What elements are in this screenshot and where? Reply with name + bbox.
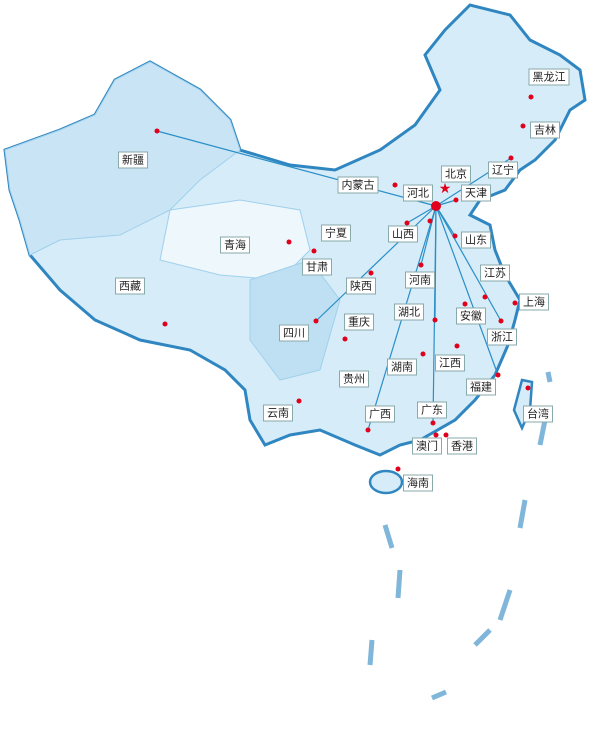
province-label[interactable]: 四川 (279, 324, 309, 342)
province-label[interactable]: 河南 (405, 271, 435, 289)
city-dot (154, 128, 160, 134)
province-label[interactable]: 湖北 (394, 303, 424, 321)
city-dot (162, 321, 168, 327)
city-dot (427, 218, 433, 224)
province-label[interactable]: 甘肃 (302, 258, 332, 276)
city-dot (420, 351, 426, 357)
city-dot (508, 155, 514, 161)
city-dot (525, 385, 531, 391)
south-sea-dashes (367, 371, 553, 701)
city-dot (392, 182, 398, 188)
province-label[interactable]: 西藏 (115, 277, 145, 295)
province-label[interactable]: 河北 (403, 184, 433, 202)
city-dot (418, 262, 424, 268)
province-label[interactable]: 安徽 (456, 307, 486, 325)
connector-line (156, 130, 437, 207)
connector-line (435, 205, 499, 376)
province-label[interactable]: 辽宁 (488, 161, 518, 179)
star-icon: ★ (439, 181, 452, 197)
city-dot (296, 398, 302, 404)
province-label[interactable]: 黑龙江 (528, 68, 570, 86)
province-label[interactable]: 新疆 (118, 151, 148, 169)
city-dot (311, 248, 317, 254)
city-dot (495, 372, 501, 378)
city-dot (365, 427, 371, 433)
province-label[interactable]: 江苏 (480, 264, 510, 282)
city-dot (433, 432, 439, 438)
province-label[interactable]: 香港 (447, 437, 477, 455)
city-dot (512, 300, 518, 306)
city-dot (453, 197, 459, 203)
connector-line (435, 205, 502, 322)
province-label[interactable]: 北京 (441, 165, 471, 183)
province-label[interactable]: 山西 (388, 225, 418, 243)
city-dot (395, 466, 401, 472)
city-dot (313, 318, 319, 324)
province-label[interactable]: 江西 (435, 354, 465, 372)
province-label[interactable]: 山东 (461, 231, 491, 249)
province-label[interactable]: 浙江 (487, 328, 517, 346)
province-label[interactable]: 内蒙古 (337, 176, 379, 194)
province-label[interactable]: 天津 (461, 184, 491, 202)
province-label[interactable]: 贵州 (339, 370, 369, 388)
province-label[interactable]: 海南 (403, 474, 433, 492)
province-label[interactable]: 广西 (365, 405, 395, 423)
province-label[interactable]: 吉林 (530, 121, 560, 139)
province-label[interactable]: 重庆 (344, 313, 374, 331)
city-dot (520, 123, 526, 129)
city-dot (368, 270, 374, 276)
hub-dot (431, 201, 441, 211)
province-label[interactable]: 广东 (417, 401, 447, 419)
province-label[interactable]: 湖南 (387, 358, 417, 376)
hainan-island (368, 469, 404, 495)
city-dot (404, 220, 410, 226)
city-dot (432, 317, 438, 323)
city-dot (443, 432, 449, 438)
city-dot (528, 94, 534, 100)
province-label[interactable]: 陕西 (346, 277, 376, 295)
province-label[interactable]: 台湾 (523, 405, 553, 423)
connector-line (432, 205, 437, 424)
city-dot (342, 336, 348, 342)
city-dot (286, 239, 292, 245)
city-dot (462, 301, 468, 307)
connector-line (406, 205, 437, 224)
city-dot (498, 318, 504, 324)
city-dot (452, 233, 458, 239)
city-dot (430, 420, 436, 426)
province-label[interactable]: 青海 (220, 236, 250, 254)
province-label[interactable]: 云南 (263, 404, 293, 422)
province-label[interactable]: 福建 (466, 378, 496, 396)
province-label[interactable]: 宁夏 (321, 224, 351, 242)
city-dot (454, 343, 460, 349)
city-dot (482, 294, 488, 300)
province-label[interactable]: 澳门 (412, 437, 442, 455)
connector-line (315, 205, 437, 322)
province-label[interactable]: 上海 (519, 293, 549, 311)
